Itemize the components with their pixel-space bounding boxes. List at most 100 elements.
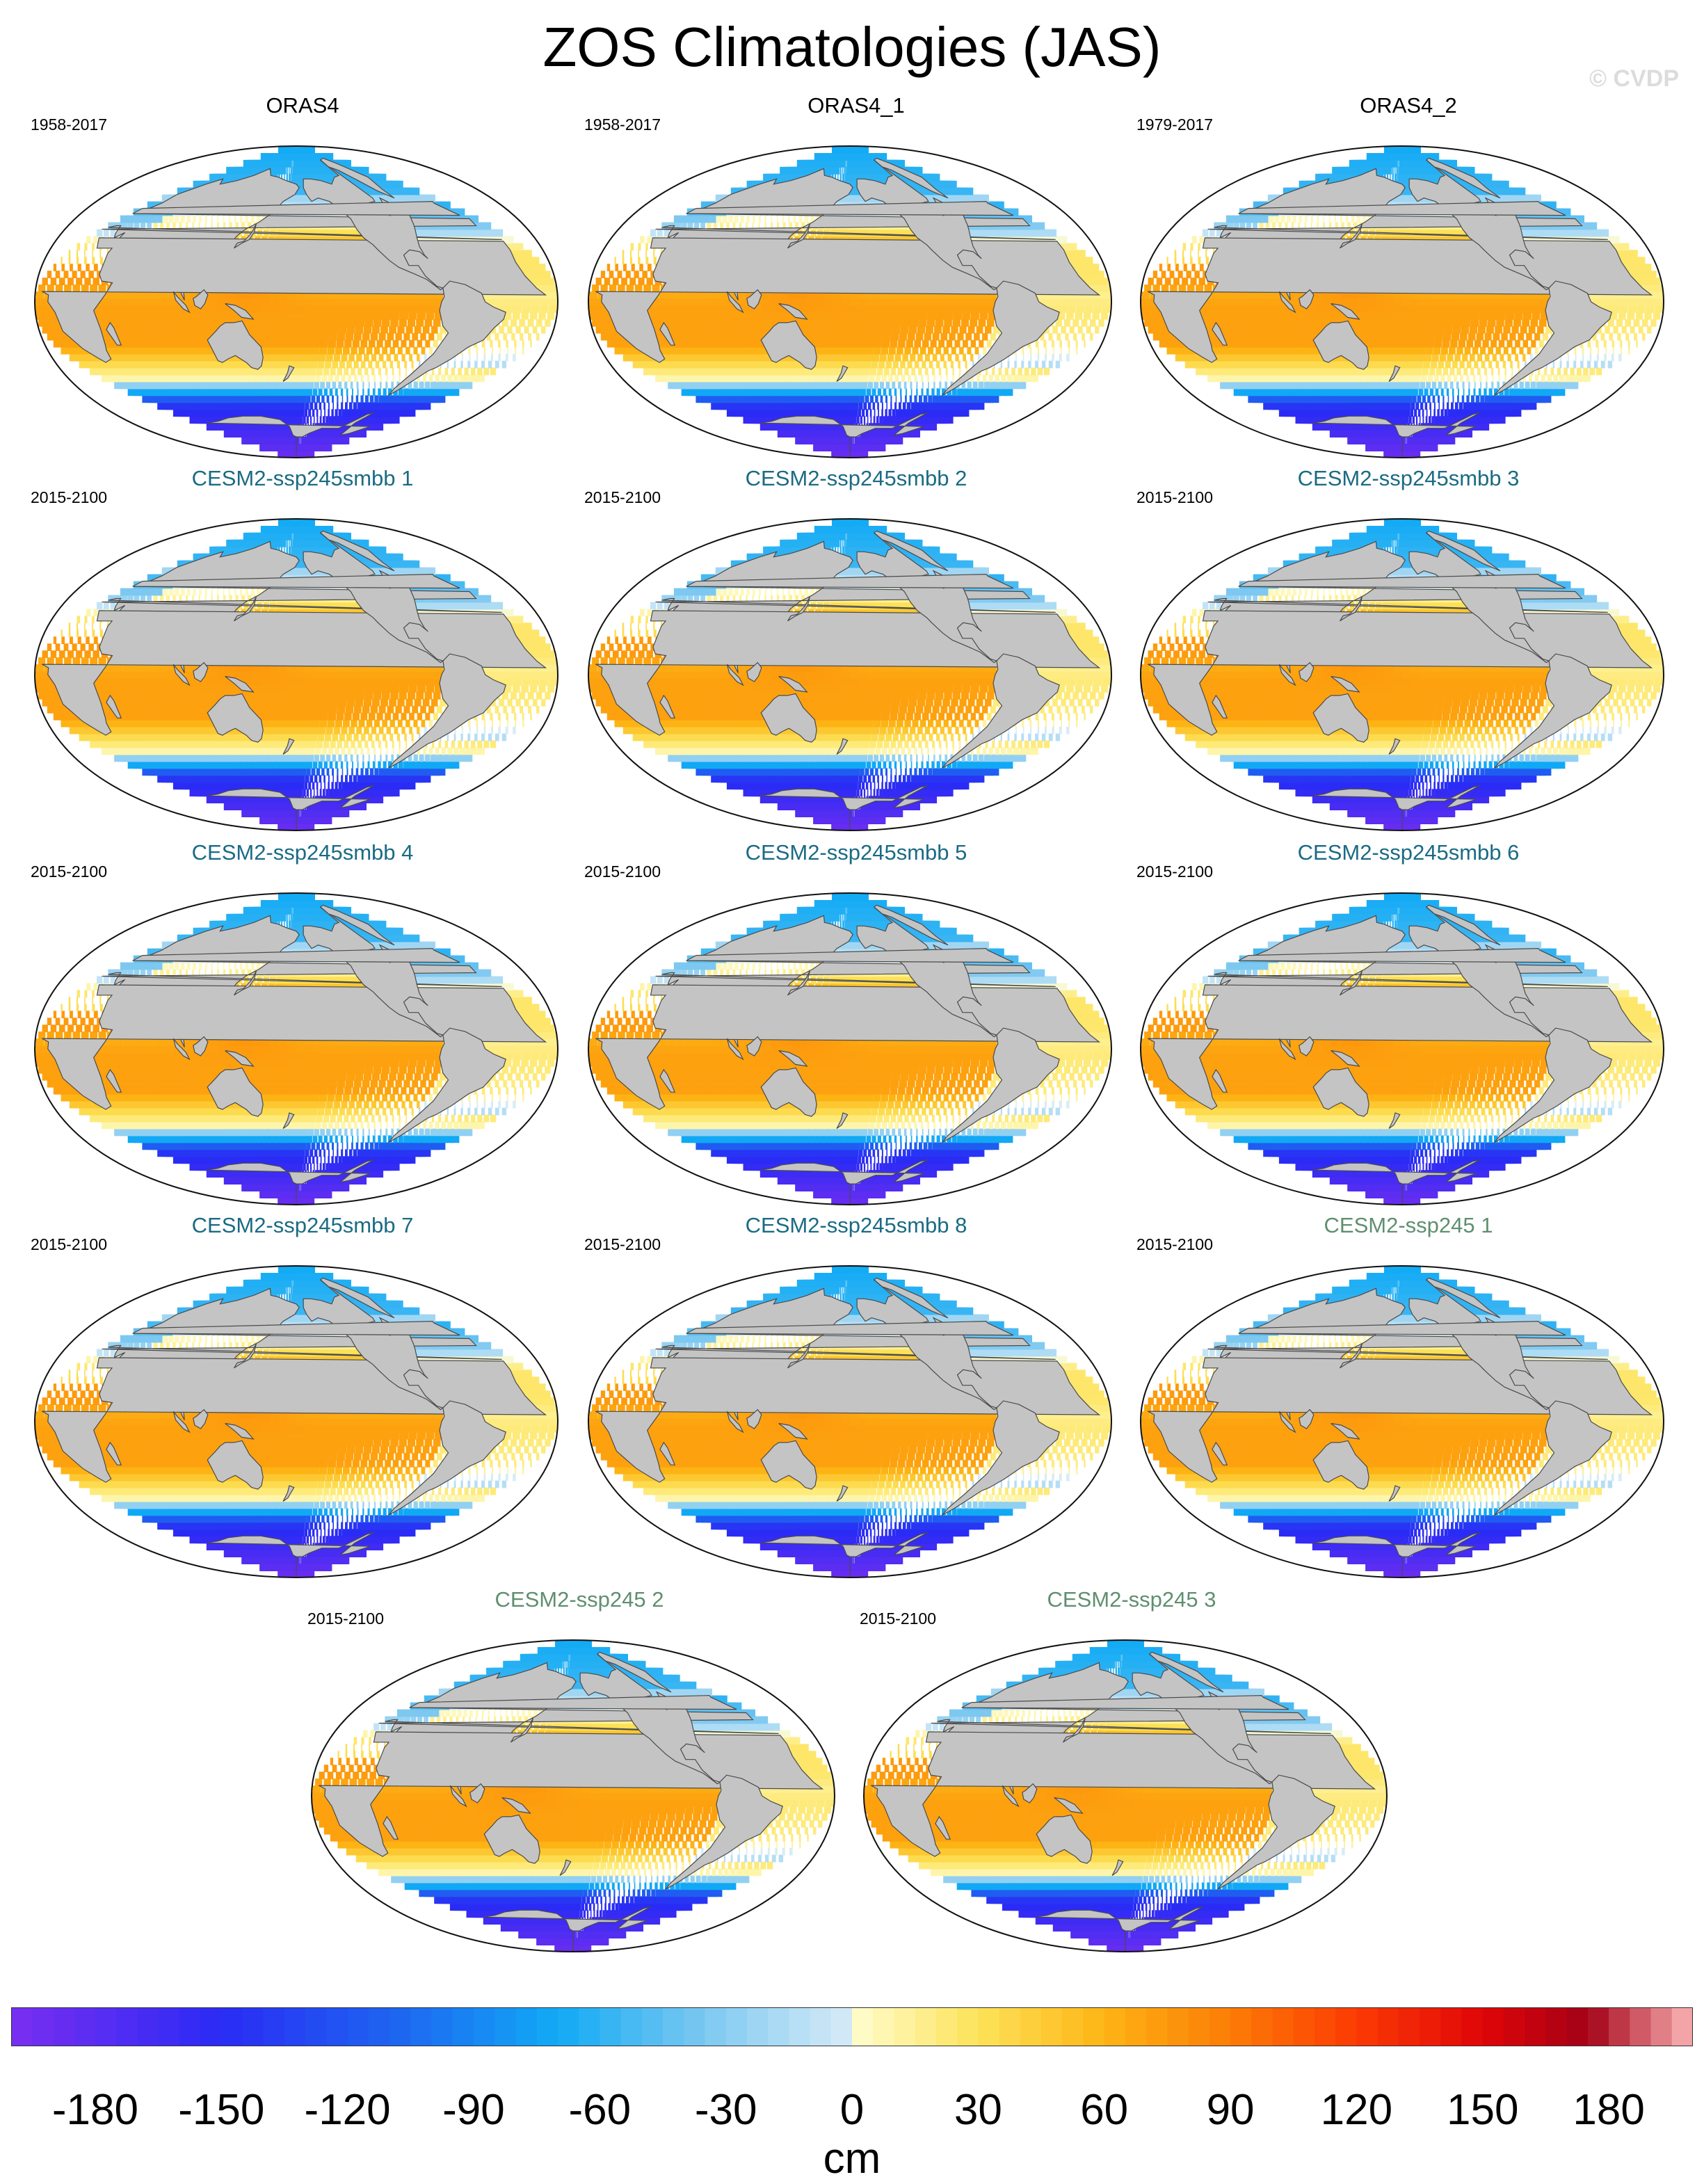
- colorbar-box: [1188, 2007, 1210, 2046]
- colorbar-box: [1630, 2007, 1652, 2046]
- land-uk: [1238, 200, 1566, 216]
- map-border: [34, 1265, 558, 1578]
- colorbar-box: [999, 2007, 1021, 2046]
- colorbar-box: [935, 2007, 958, 2046]
- land-samerica: [942, 653, 1060, 769]
- land-uk: [686, 947, 1014, 963]
- land-uk: [1238, 947, 1566, 963]
- land-samerica: [388, 280, 506, 396]
- land-uk: [686, 1320, 1014, 1336]
- colorbar-units: cm: [0, 2134, 1704, 2183]
- colorbar-box: [1293, 2007, 1315, 2046]
- colorbar-box: [662, 2007, 684, 2046]
- land-madagascar: [659, 1441, 676, 1466]
- land-namerica: [1408, 906, 1550, 1038]
- map-panel: CESM2-ssp245smbb 5 2015-2100: [574, 840, 1112, 1231]
- world-map: [34, 518, 558, 831]
- colorbar-box: [53, 2007, 75, 2046]
- map-border: [311, 1639, 835, 1952]
- world-map: [588, 892, 1112, 1205]
- colorbar-box: [242, 2007, 264, 2046]
- panel-years: 2015-2100: [31, 862, 107, 881]
- map-border: [588, 145, 1112, 458]
- land-japan: [233, 1343, 257, 1369]
- land-uk: [961, 1694, 1289, 1710]
- colorbar-box: [915, 2007, 937, 2046]
- land-namerica: [856, 159, 998, 291]
- colorbar-box: [326, 2007, 348, 2046]
- colorbar-box: [200, 2007, 222, 2046]
- map-border: [1140, 145, 1664, 458]
- land-greenland: [319, 1277, 395, 1319]
- colorbar-box: [768, 2007, 789, 2046]
- land-samerica: [1494, 1400, 1612, 1516]
- map-panel: CESM2-ssp245 2 2015-2100: [298, 1587, 835, 1978]
- land-namerica: [303, 532, 444, 664]
- land-antarctica: [760, 412, 928, 458]
- land-sumatra: [726, 664, 744, 686]
- colorbar-box: [852, 2007, 874, 2046]
- land-newguinea: [1331, 675, 1360, 693]
- land-antarctica: [207, 412, 374, 458]
- land-nz: [1388, 1485, 1401, 1502]
- land-australia: [760, 1440, 817, 1490]
- land-samerica: [388, 653, 506, 769]
- colorbar-box: [179, 2007, 201, 2046]
- colorbar-box: [1230, 2007, 1252, 2046]
- land-australia: [483, 1814, 540, 1864]
- colorbar-box: [725, 2007, 748, 2046]
- colorbar-box: [452, 2007, 474, 2046]
- panel-title: ORAS4_2: [1127, 93, 1690, 118]
- colorbar-tick-label: 60: [1049, 2085, 1160, 2135]
- colorbar-box: [1083, 2007, 1105, 2046]
- map-panel: ORAS4 1958-2017: [21, 93, 558, 484]
- colorbar-tick-label: -60: [544, 2085, 655, 2135]
- map-panel: CESM2-ssp245 3 2015-2100: [850, 1587, 1388, 1978]
- map-panel: CESM2-ssp245smbb 6 2015-2100: [1127, 840, 1664, 1231]
- map-panel: CESM2-ssp245smbb 8 2015-2100: [574, 1213, 1112, 1604]
- colorbar-box: [1356, 2007, 1379, 2046]
- land-namerica: [856, 1279, 998, 1411]
- panel-title: CESM2-ssp245 2: [298, 1587, 861, 1612]
- colorbar-box: [1609, 2007, 1630, 2046]
- colorbar-box: [830, 2007, 853, 2046]
- land-sumatra: [1278, 1038, 1296, 1061]
- panel-title: CESM2-ssp245smbb 3: [1127, 466, 1690, 491]
- colorbar-box: [158, 2007, 180, 2046]
- colorbar-tick-label: 90: [1175, 2085, 1286, 2135]
- colorbar-box: [641, 2007, 664, 2046]
- panel-title: ORAS4: [21, 93, 584, 118]
- land-uk: [686, 573, 1014, 589]
- land-nz: [836, 1485, 849, 1502]
- panel-title: CESM2-ssp245 1: [1127, 1213, 1690, 1238]
- land-japan: [1339, 223, 1363, 249]
- land-uk: [132, 947, 460, 963]
- colorbar-box: [305, 2007, 327, 2046]
- colorbar-box: [1146, 2007, 1168, 2046]
- colorbar-box: [600, 2007, 622, 2046]
- land-sumatra: [1002, 1785, 1020, 1808]
- land-greenland: [319, 904, 395, 946]
- land-nz: [282, 1112, 295, 1129]
- land-australia: [207, 1440, 264, 1490]
- colorbar-tick-label: -120: [292, 2085, 403, 2135]
- map-border: [1140, 1265, 1664, 1578]
- land-sumatra: [726, 1411, 744, 1434]
- land-uk: [132, 200, 460, 216]
- land-japan: [787, 1343, 810, 1369]
- land-madagascar: [106, 1441, 122, 1466]
- colorbar-box: [431, 2007, 453, 2046]
- map-border: [1140, 892, 1664, 1205]
- panel-title: ORAS4_1: [574, 93, 1138, 118]
- land-sumatra: [172, 1411, 191, 1434]
- colorbar-box: [684, 2007, 706, 2046]
- map-border: [34, 892, 558, 1205]
- map-border: [34, 518, 558, 831]
- land-japan: [233, 596, 257, 622]
- land-newguinea: [778, 1050, 808, 1067]
- land-greenland: [873, 904, 949, 946]
- land-japan: [510, 1717, 533, 1743]
- map-border: [588, 892, 1112, 1205]
- land-sumatra: [1278, 664, 1296, 686]
- colorbar-box: [1125, 2007, 1147, 2046]
